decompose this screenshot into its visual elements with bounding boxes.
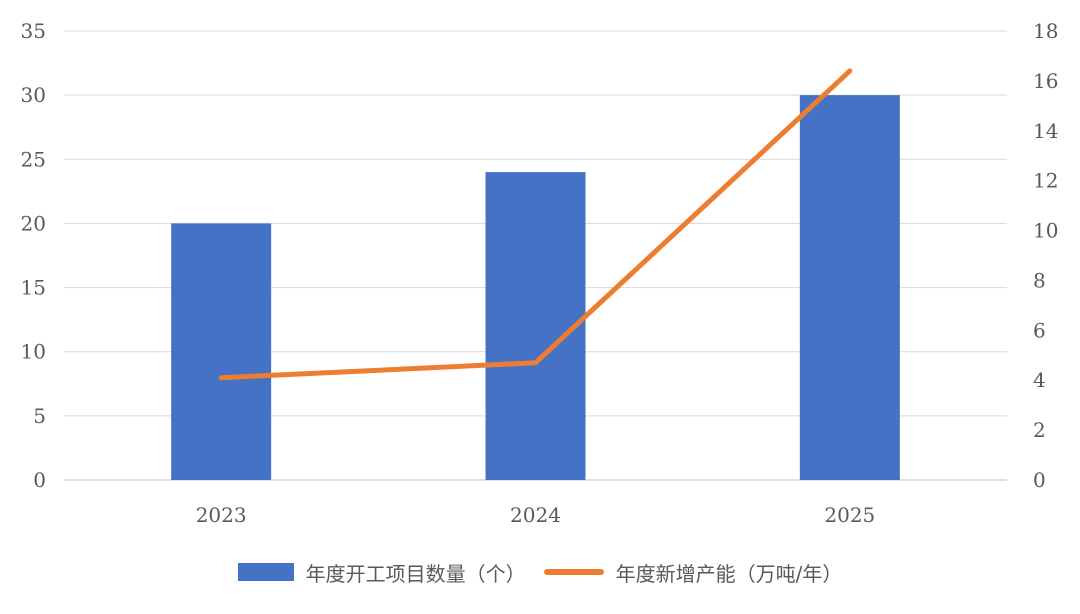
- x-tick-label: 2024: [510, 503, 561, 527]
- legend-item-projects: 年度开工项目数量（个）: [237, 558, 526, 587]
- y-left-tick-label: 10: [21, 340, 46, 364]
- y-right-tick-label: 10: [1033, 219, 1058, 243]
- y-left-tick-label: 15: [21, 276, 46, 300]
- y-left-tick-label: 0: [33, 468, 46, 492]
- y-right-tick-label: 6: [1033, 318, 1046, 342]
- y-left-tick-label: 20: [21, 211, 46, 235]
- y-right-tick-label: 0: [1033, 468, 1046, 492]
- x-tick-label: 2023: [196, 503, 247, 527]
- bar: [171, 223, 272, 480]
- y-left-tick-label: 35: [21, 19, 46, 43]
- legend: 年度开工项目数量（个） 年度新增产能（万吨/年）: [0, 552, 1080, 592]
- y-right-tick-label: 12: [1033, 169, 1058, 193]
- y-right-tick-label: 14: [1033, 119, 1058, 143]
- y-right-tick-label: 8: [1033, 268, 1046, 292]
- legend-label-capacity: 年度新增产能（万吨/年）: [615, 561, 843, 586]
- y-left-tick-label: 25: [21, 147, 46, 171]
- y-left-tick-label: 5: [33, 404, 46, 428]
- legend-swatch-bar: [237, 563, 294, 581]
- y-right-tick-label: 2: [1033, 418, 1046, 442]
- legend-swatch-line: [543, 569, 604, 575]
- y-right-tick-label: 16: [1033, 69, 1058, 93]
- legend-label-projects: 年度开工项目数量（个）: [305, 561, 526, 586]
- legend-item-capacity: 年度新增产能（万吨/年）: [543, 558, 843, 587]
- bar: [799, 95, 900, 481]
- bar: [485, 172, 586, 480]
- y-right-tick-label: 18: [1033, 19, 1058, 43]
- y-left-tick-label: 30: [21, 83, 46, 107]
- y-right-tick-label: 4: [1033, 368, 1046, 392]
- x-tick-label: 2025: [824, 503, 875, 527]
